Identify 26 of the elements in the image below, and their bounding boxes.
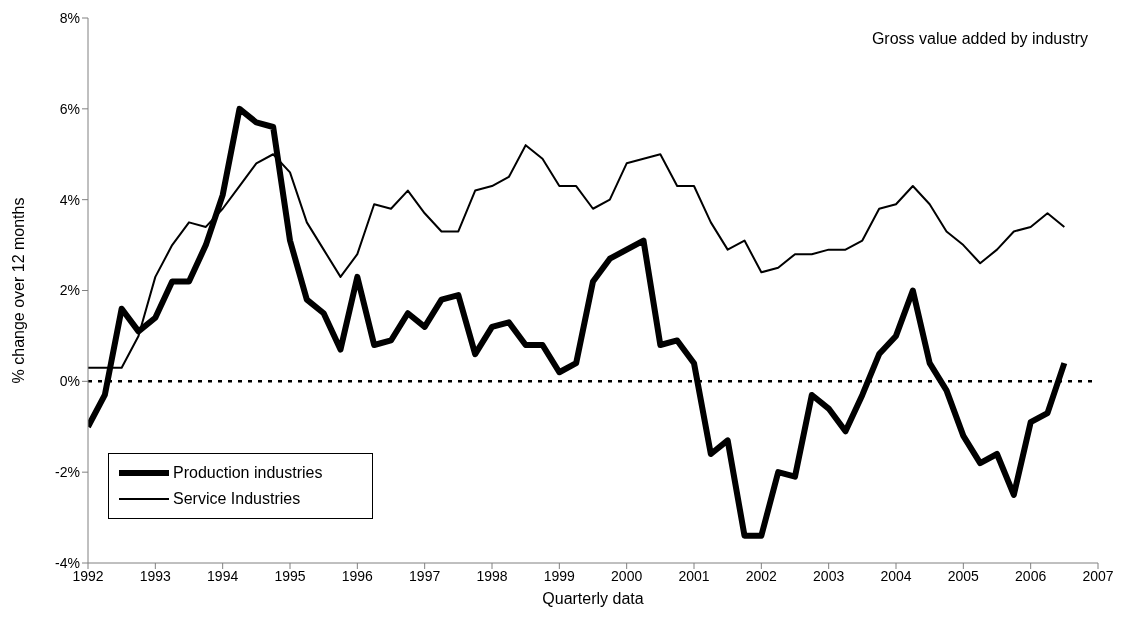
y-tick-label: 0%: [59, 373, 80, 390]
y-tick-label: -2%: [55, 464, 80, 481]
x-axis-title: Quarterly data: [542, 590, 644, 608]
x-tick-label: 2004: [880, 567, 912, 584]
legend-label: Production industries: [173, 464, 323, 482]
text: Gross value added by industry: [871, 30, 1088, 47]
x-tick-label: 2005: [947, 567, 980, 584]
y-tick-label: 8%: [59, 9, 80, 26]
x-tick-label: 1998: [476, 567, 508, 584]
x-tick-label: 1997: [409, 567, 441, 584]
y-tick-label: 6%: [59, 100, 80, 117]
x-tick-label: 2000: [611, 567, 643, 584]
y-tick-label: 4%: [59, 191, 80, 208]
x-tick-label: 2002: [745, 567, 778, 584]
x-tick-label: 1999: [543, 567, 576, 584]
x-tick-label: 1996: [341, 567, 374, 584]
x-tick-label: 2007: [1082, 567, 1114, 584]
y-axis-title: % change over 12 months: [9, 197, 27, 384]
legend-label: Service Industries: [173, 490, 301, 508]
x-tick-label: 1993: [139, 567, 172, 584]
x-tick-label: 2001: [678, 567, 710, 584]
y-tick-label: 2%: [59, 282, 80, 299]
x-tick-label: 2003: [813, 567, 845, 584]
x-tick-label: 1995: [274, 567, 306, 584]
x-tick-label: 2006: [1015, 567, 1047, 584]
x-tick-label: 1994: [207, 567, 239, 584]
